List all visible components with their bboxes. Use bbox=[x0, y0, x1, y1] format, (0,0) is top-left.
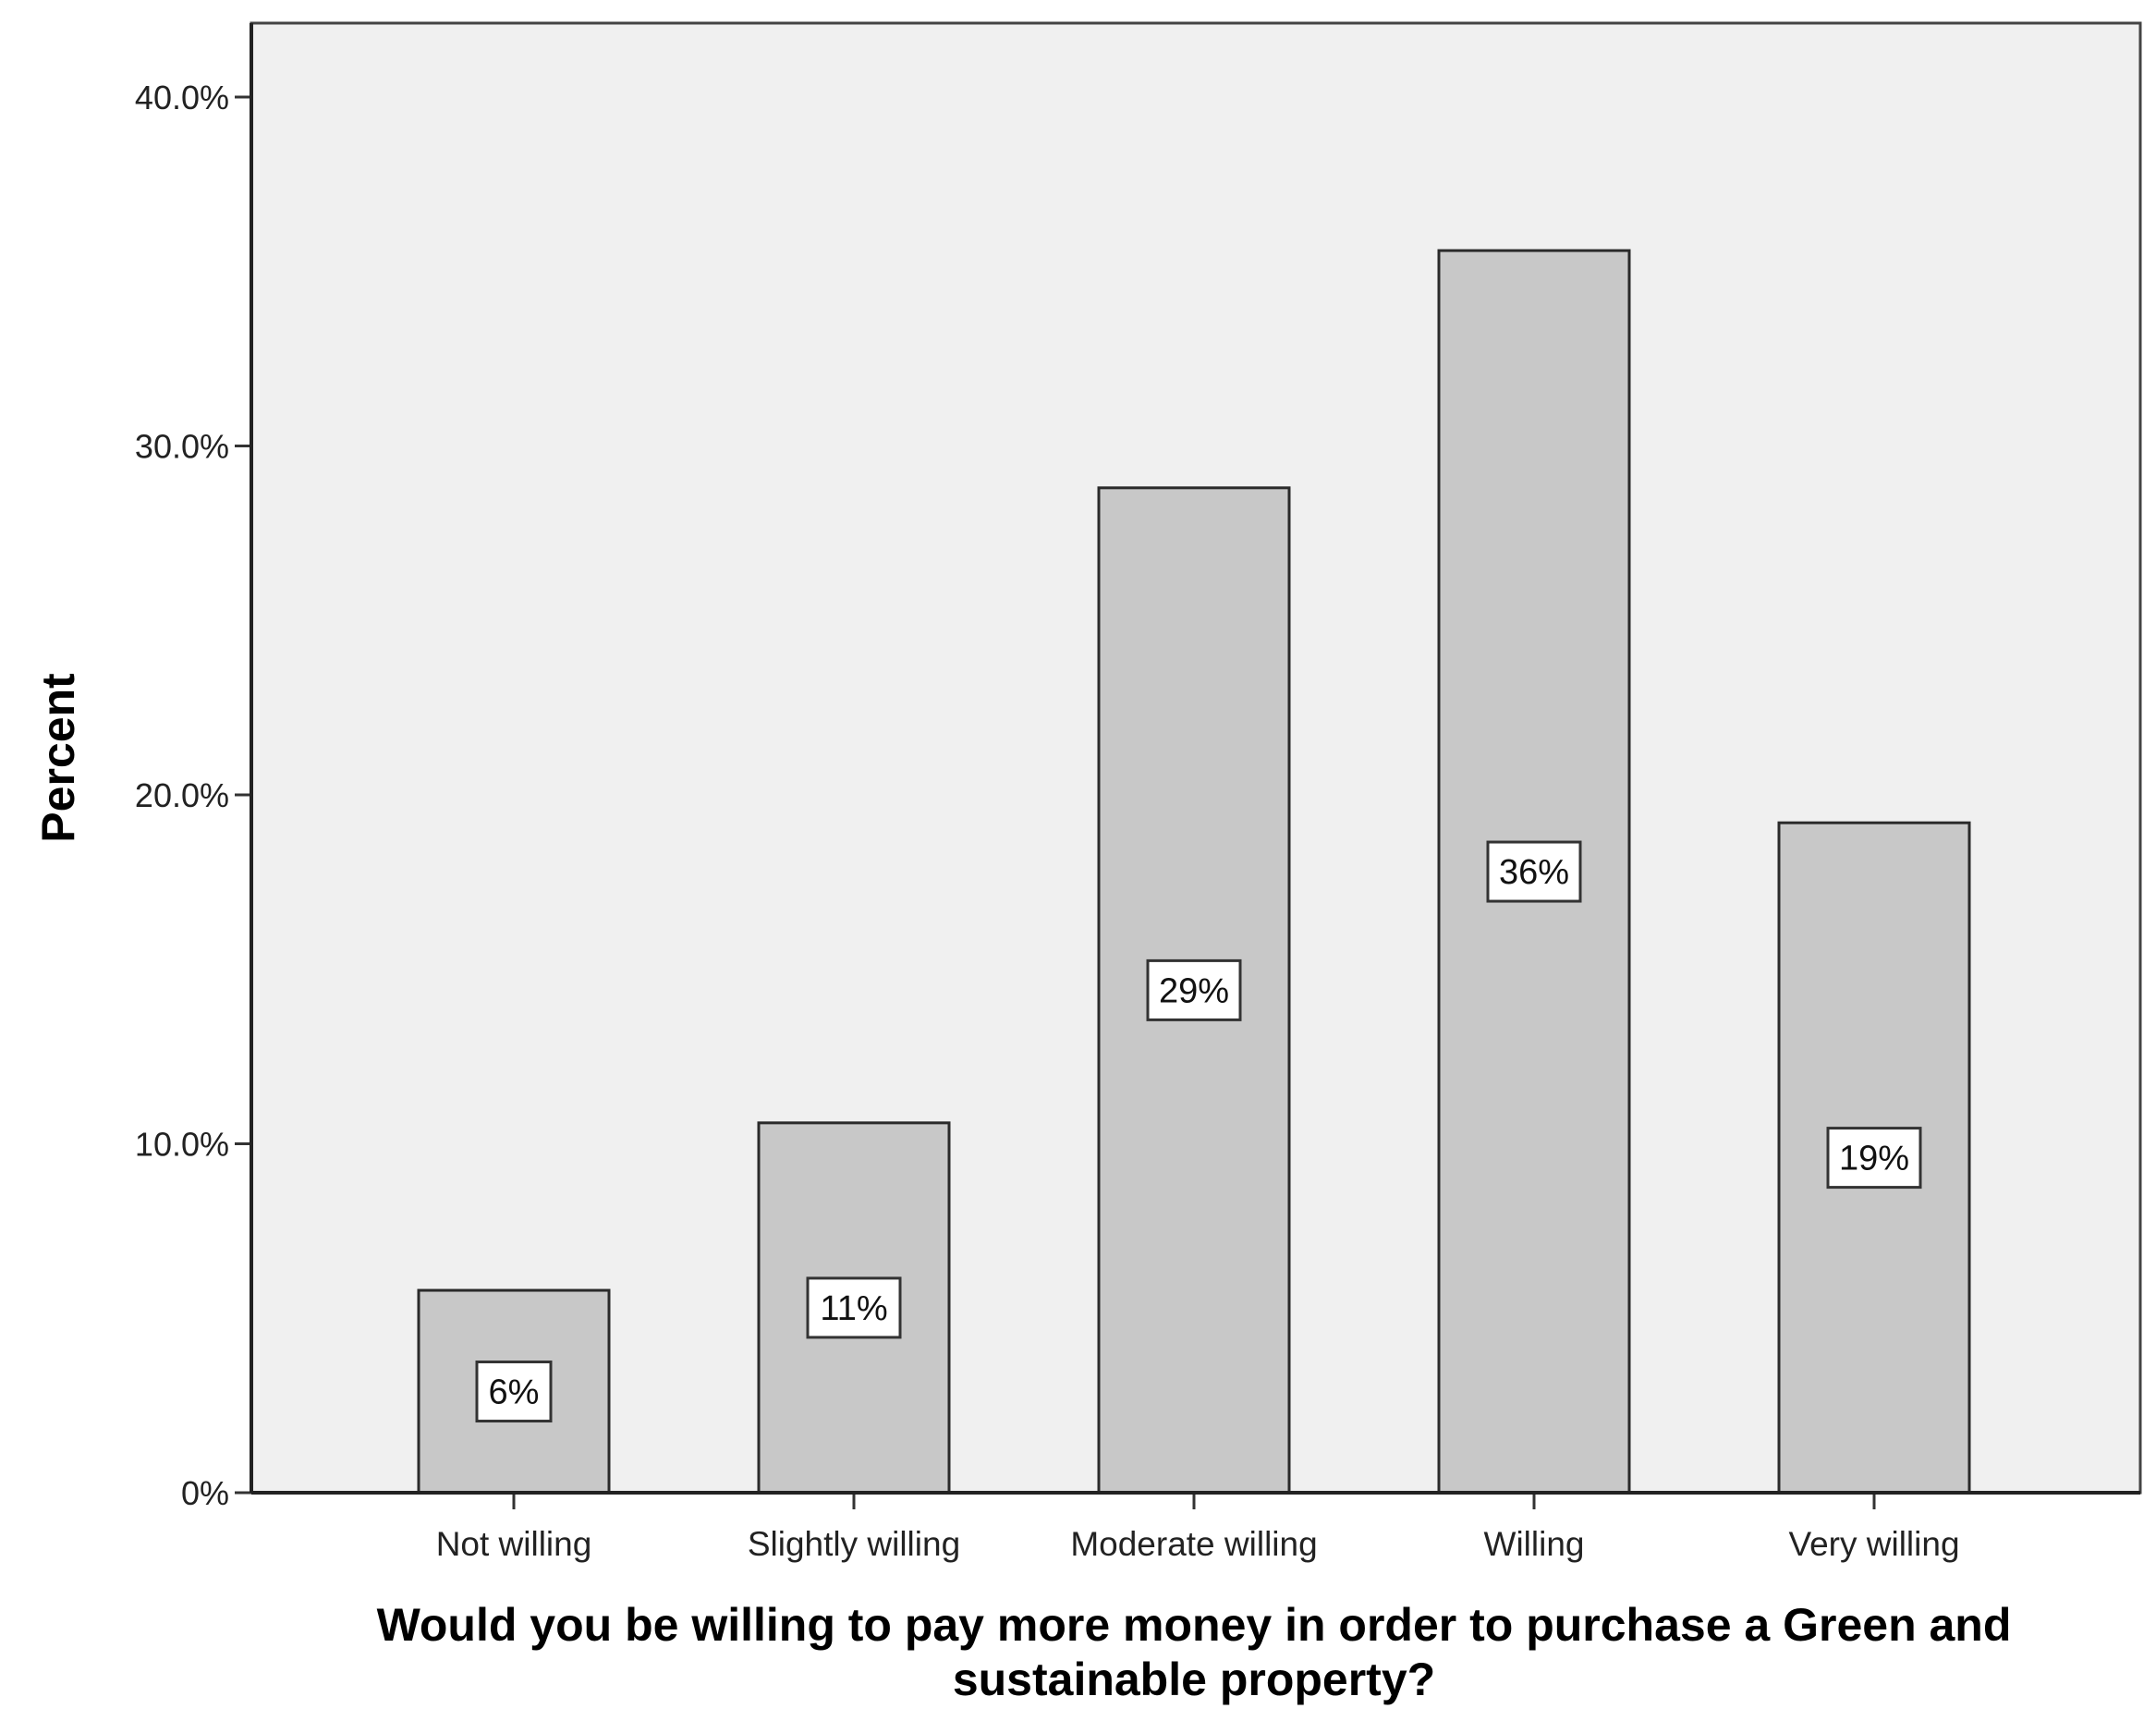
data-label: 19% bbox=[1839, 1140, 1909, 1178]
data-label-box bbox=[475, 1361, 553, 1423]
data-label: 11% bbox=[820, 1289, 887, 1328]
axes-group: 0% 10.0% 20.0% 30.0% 40.0% Not willing Slightl… bbox=[135, 23, 2140, 1563]
x-axis-title-line-2: sustainable property? bbox=[953, 1654, 1435, 1705]
category-label: Very willing bbox=[1788, 1525, 1959, 1563]
data-label-box bbox=[1146, 958, 1242, 1021]
category-label: Willing bbox=[1484, 1525, 1585, 1563]
y-tick-label: 0% bbox=[181, 1474, 229, 1512]
data-label-box bbox=[1486, 840, 1582, 903]
data-label: 6% bbox=[489, 1373, 540, 1412]
data-label-box bbox=[1826, 1127, 1922, 1190]
category-label: Moderate willing bbox=[1070, 1525, 1317, 1563]
y-tick-label: 10.0% bbox=[135, 1126, 229, 1164]
y-tick-label: 20.0% bbox=[135, 776, 229, 814]
category-label: Slightly willing bbox=[748, 1525, 960, 1563]
category-label: Not willing bbox=[436, 1525, 592, 1563]
data-label-box bbox=[806, 1276, 902, 1339]
bars-group: 6% 11% 29% 36% 19% bbox=[417, 249, 1971, 1495]
data-label: 36% bbox=[1499, 853, 1569, 892]
data-label: 29% bbox=[1159, 971, 1229, 1010]
x-axis-title-line-1: Would you be willing to pay more money i… bbox=[377, 1599, 2012, 1651]
y-tick-label: 40.0% bbox=[135, 79, 229, 116]
y-tick-label: 30.0% bbox=[135, 428, 229, 466]
y-axis-title: Percent bbox=[32, 673, 84, 843]
